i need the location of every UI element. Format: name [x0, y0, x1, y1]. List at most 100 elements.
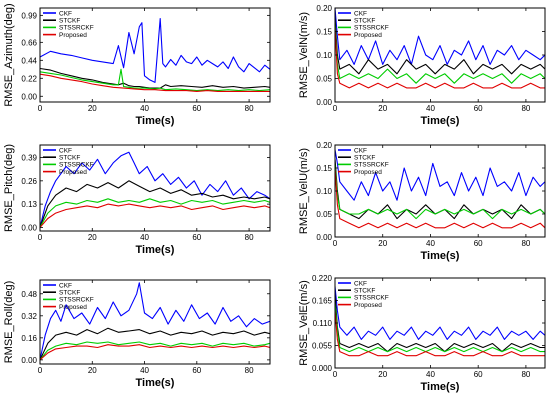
y-tick-label: 0.00 — [21, 223, 37, 232]
x-tick-label: 20 — [378, 104, 387, 113]
legend-entry-stssrckf: STSSRCKF — [354, 162, 389, 169]
plot-frame — [39, 7, 271, 103]
x-axis-label: Time(s) — [136, 377, 175, 389]
x-tick-label: 60 — [192, 233, 201, 242]
legend-entry-stckf: STCKF — [354, 18, 375, 25]
x-tick-label: 20 — [378, 239, 387, 248]
x-tick-label: 80 — [521, 370, 530, 379]
chart-roll: 0 20 40 60 80 0.00 0.16 0.32 0.48 Time(s) RMSE_Rol… — [3, 279, 271, 389]
x-tick-label: 0 — [38, 366, 43, 375]
x-tick-label: 60 — [474, 370, 483, 379]
y-tick-label: 0.13 — [21, 200, 37, 209]
series-proposed-line — [335, 26, 545, 89]
legend-entry-proposed: Proposed — [59, 169, 87, 176]
chart-velu: 0 20 40 60 80 0.00 0.05 0.10 0.15 0.20 Time(s) RMSE… — [298, 141, 546, 262]
x-tick-label: 40 — [140, 366, 149, 375]
series-ckf-line — [335, 149, 545, 201]
y-tick-label: 0.48 — [21, 290, 37, 299]
y-tick-label: 0.165 — [312, 297, 333, 306]
y-tick-label: 0.00 — [316, 98, 332, 107]
series-ckf-line — [335, 8, 545, 65]
legend-entry-ckf: CKF — [59, 147, 72, 154]
y-tick-label: 0.15 — [316, 164, 332, 173]
legend-entry-stssrckf: STSSRCKF — [59, 25, 94, 32]
legend-entry-stssrckf: STSSRCKF — [354, 295, 389, 302]
y-axis-label: RMSE_VelU(m/s) — [298, 148, 310, 234]
x-tick-label: 0 — [333, 370, 338, 379]
legend-entry-ckf: CKF — [354, 147, 367, 154]
x-tick-label: 80 — [245, 233, 254, 242]
plot-frame — [39, 144, 271, 232]
y-tick-label: 0.00 — [21, 356, 37, 365]
legend-entry-ckf: CKF — [59, 10, 72, 17]
legend-entry-stssrckf: STSSRCKF — [59, 162, 94, 169]
y-tick-label: 0.15 — [316, 28, 332, 37]
x-tick-label: 80 — [521, 104, 530, 113]
y-tick-label: 0.20 — [316, 141, 332, 150]
x-tick-label: 40 — [426, 239, 435, 248]
y-tick-label: 0.99 — [21, 11, 37, 20]
y-tick-label: 0.05 — [316, 210, 332, 219]
series-stssrckf-line — [335, 302, 545, 353]
x-tick-label: 20 — [88, 104, 97, 113]
legend-entry-stckf: STCKF — [354, 155, 375, 162]
series-stssrckf-line — [335, 163, 545, 220]
x-axis-label: Time(s) — [421, 250, 460, 262]
series-stckf-line — [335, 17, 545, 75]
legend-entry-ckf: CKF — [354, 10, 367, 17]
series-stssrckf-line — [40, 68, 270, 92]
x-tick-label: 0 — [333, 104, 338, 113]
y-tick-label: 0.16 — [21, 334, 37, 343]
y-tick-label: 0.00 — [316, 233, 332, 242]
series-stckf-line — [335, 294, 545, 353]
legend-entry-stckf: STCKF — [59, 290, 80, 297]
chart-pitch: 0 20 40 60 80 0.00 0.13 0.26 0.39 Time(s) RMSE_Pit… — [3, 144, 271, 256]
legend-entry-proposed: Proposed — [59, 304, 87, 311]
x-tick-label: 60 — [474, 239, 483, 248]
x-tick-label: 20 — [88, 233, 97, 242]
series-ckf-line — [40, 282, 270, 361]
y-tick-label: 0.20 — [316, 4, 332, 13]
y-tick-label: 0.055 — [312, 342, 333, 351]
y-tick-label: 0.26 — [21, 177, 37, 186]
y-tick-label: 0.22 — [21, 74, 37, 83]
legend-entry-stssrckf: STSSRCKF — [59, 297, 94, 304]
x-axis-label: Time(s) — [136, 115, 175, 127]
chart-veln: 0 20 40 60 80 0.00 0.05 0.10 0.15 0.20 Time(s) RMSE… — [298, 4, 546, 127]
series-proposed-line — [335, 167, 545, 229]
chart-vele: 0 20 40 60 80 0.000 0.055 0.110 0.165 0.220 Time(s… — [298, 274, 546, 393]
series-ckf-line — [40, 151, 270, 228]
y-tick-label: 0.00 — [21, 92, 37, 101]
x-tick-label: 0 — [38, 233, 43, 242]
series-proposed-line — [40, 344, 270, 361]
legend-entry-proposed: Proposed — [354, 32, 382, 39]
y-tick-label: 0.66 — [21, 38, 37, 47]
y-tick-label: 0.000 — [312, 364, 333, 373]
y-tick-label: 0.44 — [21, 56, 37, 65]
y-tick-label: 0.05 — [316, 75, 332, 84]
y-tick-label: 0.39 — [21, 154, 37, 163]
x-tick-label: 60 — [192, 366, 201, 375]
series-ckf-line — [40, 18, 270, 83]
x-tick-label: 40 — [426, 104, 435, 113]
legend-entry-proposed: Proposed — [354, 169, 382, 176]
x-tick-label: 20 — [378, 370, 387, 379]
x-tick-label: 60 — [474, 104, 483, 113]
x-axis-label: Time(s) — [136, 244, 175, 256]
y-axis-label: RMSE_Azimuth(deg) — [3, 3, 15, 106]
x-tick-label: 0 — [333, 239, 338, 248]
legend-entry-stckf: STCKF — [354, 288, 375, 295]
x-tick-label: 80 — [521, 239, 530, 248]
legend-entry-stssrckf: STSSRCKF — [354, 25, 389, 32]
x-tick-label: 40 — [140, 104, 149, 113]
x-tick-label: 40 — [140, 233, 149, 242]
series-stssrckf-line — [335, 22, 545, 84]
y-tick-label: 0.110 — [313, 319, 333, 328]
series-stckf-line — [40, 180, 270, 228]
y-axis-label: RMSE_Pitch(deg) — [3, 144, 15, 232]
series-stssrckf-line — [40, 341, 270, 361]
